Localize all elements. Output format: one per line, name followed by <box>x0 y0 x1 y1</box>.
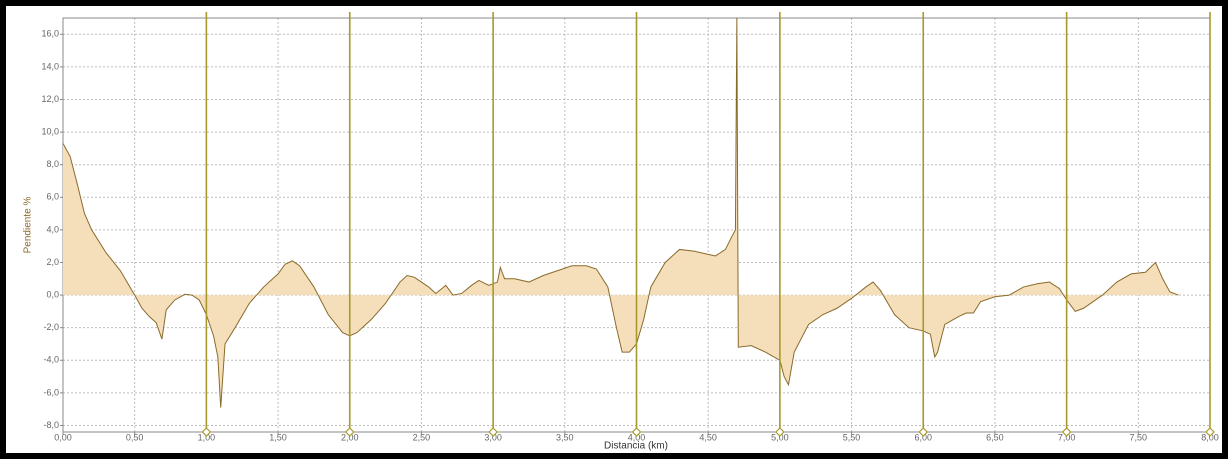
y-tick-label: 10,0 <box>41 126 59 136</box>
km-marker-diamond <box>1205 427 1215 437</box>
x-tick-label: 1,50 <box>269 432 287 442</box>
x-tick-label: 0,00 <box>54 432 72 442</box>
y-tick-label: 16,0 <box>41 29 59 39</box>
x-tick-label: 4,00 <box>628 432 646 442</box>
km-marker-diamond <box>488 427 498 437</box>
x-tick-label: 3,50 <box>556 432 574 442</box>
x-tick-label: 2,00 <box>341 432 359 442</box>
x-tick-label: 6,00 <box>914 432 932 442</box>
y-axis-label: Pendiente % <box>23 197 34 254</box>
x-tick-label: 7,50 <box>1130 432 1148 442</box>
x-tick-label: 7,00 <box>1058 432 1076 442</box>
x-tick-label: 5,50 <box>843 432 861 442</box>
x-tick-label: 6,50 <box>986 432 1004 442</box>
y-tick-label: 2,0 <box>46 257 59 267</box>
x-tick-label: 4,50 <box>699 432 717 442</box>
km-marker-diamond <box>201 427 212 437</box>
y-tick-label: 12,0 <box>41 94 59 104</box>
y-tick-label: -6,0 <box>43 387 59 397</box>
x-axis-label: Distancia (km) <box>604 441 668 452</box>
x-tick-label: 1,00 <box>198 432 216 442</box>
x-tick-label: 3,00 <box>484 432 502 442</box>
km-marker-diamond <box>1061 427 1072 437</box>
x-tick-label: 5,00 <box>771 432 789 442</box>
km-marker-diamond <box>775 427 785 437</box>
y-tick-label: -8,0 <box>43 420 59 430</box>
area-line <box>63 18 1179 408</box>
km-marker-diamond <box>631 427 642 437</box>
area-fill <box>63 18 1179 408</box>
x-tick-label: 8,00 <box>1201 432 1219 442</box>
x-tick-label: 0,50 <box>126 432 144 442</box>
y-tick-label: 6,0 <box>46 192 59 202</box>
plot-area <box>63 18 1179 408</box>
km-marker-diamond <box>344 427 355 437</box>
km-marker-diamond <box>918 427 929 437</box>
y-tick-label: -4,0 <box>43 355 59 365</box>
x-tick-label: 2,50 <box>413 432 431 442</box>
y-tick-label: 0,0 <box>46 289 59 299</box>
y-tick-label: 14,0 <box>41 61 59 71</box>
y-tick-label: 8,0 <box>46 159 59 169</box>
y-tick-label: -2,0 <box>43 322 59 332</box>
y-tick-label: 4,0 <box>46 224 59 234</box>
